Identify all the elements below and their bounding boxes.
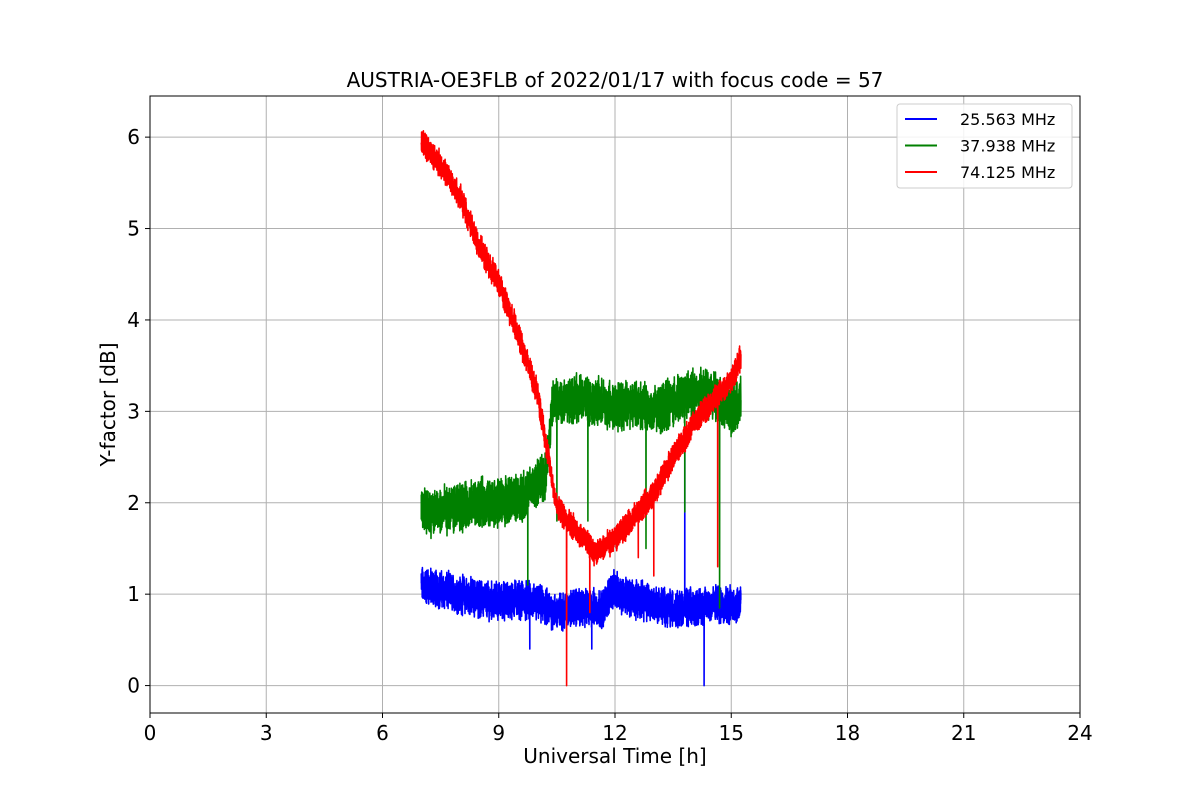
- legend: 25.563 MHz 37.938 MHz 74.125 MHz: [896, 103, 1073, 189]
- plot-lines: [420, 130, 742, 687]
- y-tick-label: 0: [127, 674, 140, 698]
- y-tick-label: 2: [127, 491, 140, 515]
- x-axis: 0 3 6 9 12 15 18 21 24: [144, 713, 1093, 745]
- x-tick-label: 0: [144, 721, 157, 745]
- legend-label: 25.563 MHz: [960, 110, 1055, 129]
- x-tick-label: 9: [492, 721, 505, 745]
- x-tick-label: 21: [951, 721, 976, 745]
- y-tick-label: 3: [127, 399, 140, 423]
- y-axis-title: Y-factor [dB]: [96, 342, 120, 467]
- chart-title: AUSTRIA-OE3FLB of 2022/01/17 with focus …: [347, 68, 884, 92]
- y-tick-label: 1: [127, 582, 140, 606]
- x-tick-label: 3: [260, 721, 273, 745]
- y-tick-label: 4: [127, 308, 140, 332]
- x-tick-label: 24: [1067, 721, 1092, 745]
- x-tick-label: 18: [835, 721, 860, 745]
- x-tick-label: 15: [719, 721, 744, 745]
- legend-label: 74.125 MHz: [960, 163, 1055, 182]
- y-tick-label: 6: [127, 125, 140, 149]
- y-axis: 0 1 2 3 4 5 6: [127, 125, 150, 698]
- x-axis-title: Universal Time [h]: [523, 744, 706, 768]
- series-line-3: [420, 130, 742, 687]
- y-tick-label: 5: [127, 217, 140, 241]
- x-tick-label: 12: [602, 721, 627, 745]
- legend-box: [896, 103, 1073, 189]
- legend-label: 37.938 MHz: [960, 137, 1055, 156]
- series-line-1: [420, 438, 742, 687]
- series-line-2: [420, 366, 742, 609]
- x-tick-label: 6: [376, 721, 389, 745]
